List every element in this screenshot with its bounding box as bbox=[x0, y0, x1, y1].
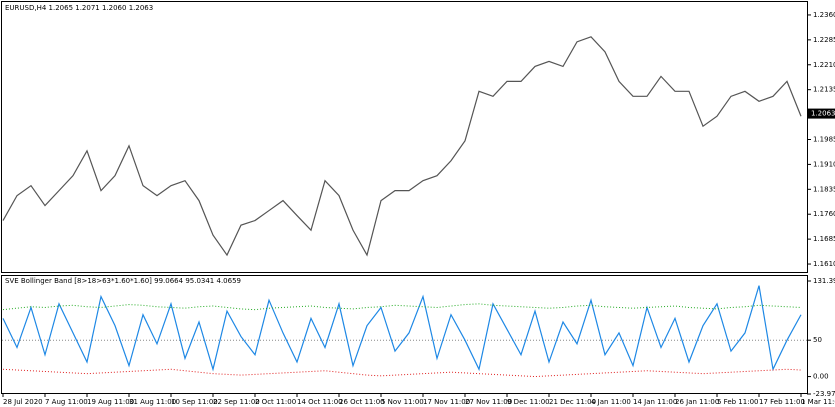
y-tick-label: 50 bbox=[813, 336, 822, 344]
x-tick-label: 28 Jul 2020 bbox=[3, 398, 43, 406]
price-panel bbox=[1, 1, 808, 273]
x-tick-label: 17 Feb 11:00 bbox=[759, 398, 805, 406]
x-tick-label: 4 Jan 11:00 bbox=[591, 398, 631, 406]
x-tick-label: 26 Oct 11:00 bbox=[339, 398, 385, 406]
x-tick-label: 22 Sep 11:00 bbox=[213, 398, 260, 406]
y-tick-label: -23.9715 bbox=[813, 390, 835, 398]
y-tick-label: 131.3934 bbox=[813, 277, 835, 285]
indicator-panel bbox=[1, 275, 808, 394]
series-line bbox=[2, 303, 802, 311]
x-tick-label: 14 Jan 11:00 bbox=[633, 398, 677, 406]
x-tick-label: 31 Aug 11:00 bbox=[129, 398, 176, 406]
y-tick-label: 1.2135 bbox=[813, 86, 835, 94]
y-tick-label: 1.2285 bbox=[813, 36, 835, 44]
y-tick-label: 1.1985 bbox=[813, 135, 835, 143]
x-tick-label: 19 Aug 11:00 bbox=[87, 398, 134, 406]
price-label: 1.2063 bbox=[811, 110, 835, 118]
x-tick-label: 26 Jan 11:00 bbox=[675, 398, 719, 406]
price-label-box bbox=[808, 108, 835, 119]
y-tick-label: 0.00 bbox=[813, 373, 829, 381]
y-tick-label: 1.1610 bbox=[813, 260, 835, 268]
y-tick-label: 1.2360 bbox=[813, 11, 835, 19]
y-tick-label: 1.1685 bbox=[813, 235, 835, 243]
y-tick-label: 1.1835 bbox=[813, 185, 835, 193]
x-tick-label: 21 Dec 11:00 bbox=[549, 398, 596, 406]
x-tick-label: 9 Dec 11:00 bbox=[507, 398, 550, 406]
series-line bbox=[2, 368, 802, 378]
x-tick-label: 2 Oct 11:00 bbox=[255, 398, 296, 406]
series-line bbox=[2, 36, 802, 257]
x-tick-label: 27 Nov 11:00 bbox=[465, 398, 512, 406]
x-tick-label: 17 Nov 11:00 bbox=[423, 398, 470, 406]
price-title: EURUSD,H4 1.2065 1.2071 1.2060 1.2063 bbox=[5, 4, 153, 12]
x-tick-label: 1 Mar 11:00 bbox=[801, 398, 835, 406]
indicator-title: SVE Bollinger Band [8>18>63*1.60*1.60] 9… bbox=[5, 277, 241, 285]
y-tick-label: 1.1910 bbox=[813, 160, 835, 168]
x-tick-label: 7 Aug 11:00 bbox=[45, 398, 88, 406]
x-tick-label: 10 Sep 11:00 bbox=[171, 398, 218, 406]
x-tick-label: 5 Nov 11:00 bbox=[381, 398, 424, 406]
y-tick-label: 1.1760 bbox=[813, 210, 835, 218]
y-tick-label: 1.2210 bbox=[813, 61, 835, 69]
x-tick-label: 14 Oct 11:00 bbox=[297, 398, 343, 406]
series-line bbox=[2, 285, 802, 372]
x-tick-label: 5 Feb 11:00 bbox=[717, 398, 758, 406]
